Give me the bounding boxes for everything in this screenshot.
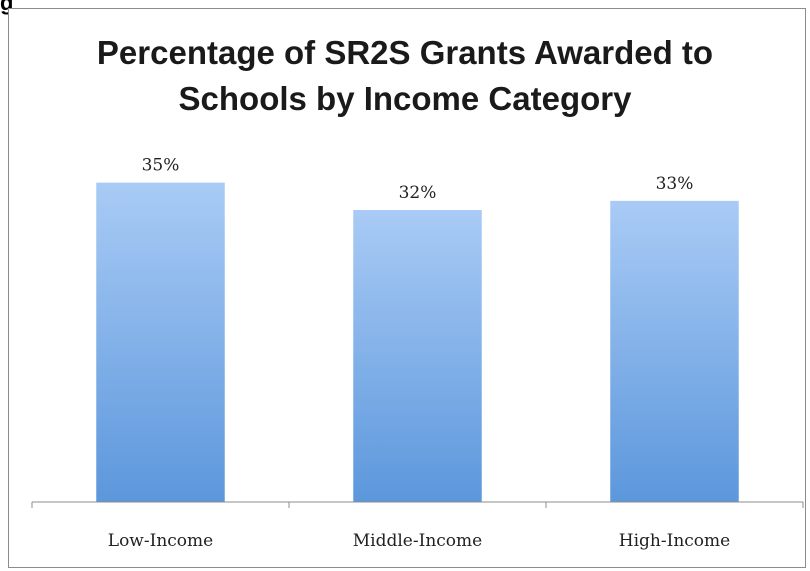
data-label: 33% bbox=[656, 174, 694, 194]
bar-low-income bbox=[96, 182, 225, 502]
chart-title-line-1: Percentage of SR2S Grants Awarded to bbox=[96, 34, 714, 71]
bars-group bbox=[96, 182, 739, 502]
x-tick-label: Low-Income bbox=[108, 531, 213, 551]
x-axis-ticks bbox=[31, 502, 804, 508]
data-label: 35% bbox=[142, 156, 180, 176]
bar-middle-income bbox=[353, 210, 482, 502]
x-tick-label: High-Income bbox=[619, 531, 730, 551]
chart-title: Percentage of SR2S Grants Awarded to Sch… bbox=[0, 30, 810, 122]
x-tick-label: Middle-Income bbox=[353, 531, 482, 551]
data-label: 32% bbox=[399, 183, 437, 203]
chart-title-line-2: Schools by Income Category bbox=[178, 80, 632, 117]
data-labels-group: 35% 32% 33% bbox=[142, 156, 694, 203]
x-axis-tick-labels: Low-Income Middle-Income High-Income bbox=[108, 531, 730, 551]
bar-high-income bbox=[610, 200, 739, 502]
